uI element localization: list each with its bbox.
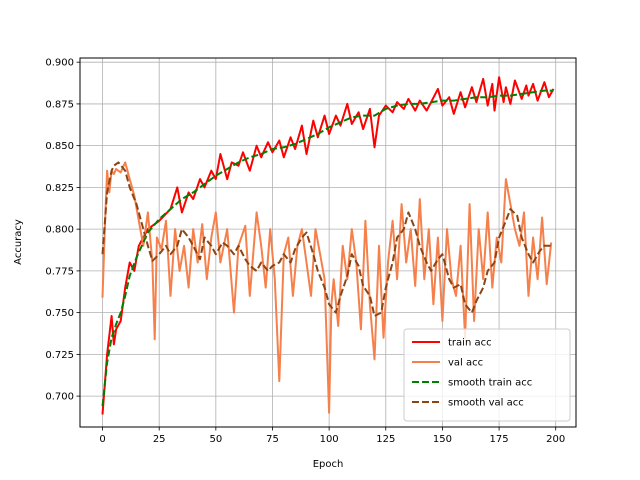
- y-tick-label: 0.875: [45, 99, 74, 110]
- x-tick-label: 50: [209, 434, 222, 445]
- ticks: 0 25 50 75 100 125 150 175 200 0.700 0.725 0.750 0.7…: [45, 58, 565, 445]
- y-tick-label: 0.725: [45, 350, 74, 361]
- x-tick-label: 100: [320, 434, 339, 445]
- y-axis-label: Accuracy: [13, 219, 24, 265]
- x-tick-label: 200: [546, 434, 565, 445]
- y-tick-label: 0.775: [45, 266, 74, 277]
- x-axis-label: Epoch: [313, 459, 344, 470]
- x-tick-label: 25: [153, 434, 166, 445]
- legend-label: train acc: [448, 338, 492, 349]
- series-line-smooth-val-acc: [101, 161, 552, 317]
- legend-label: val acc: [448, 358, 483, 369]
- x-tick-label: 175: [490, 434, 509, 445]
- legend-label: smooth val acc: [448, 398, 524, 409]
- legend: train acc val acc smooth train acc smooth v…: [403, 328, 571, 422]
- x-tick-label: 125: [376, 434, 395, 445]
- y-tick-label: 0.750: [45, 308, 74, 319]
- y-tick-label: 0.825: [45, 183, 74, 194]
- y-tick-label: 0.850: [45, 141, 74, 152]
- series-line-smooth-train-acc: [101, 89, 554, 407]
- x-tick-label: 150: [433, 434, 452, 445]
- legend-label: smooth train acc: [448, 378, 532, 389]
- y-tick-label: 0.700: [45, 392, 74, 403]
- plot-frame: [79, 57, 577, 428]
- x-tick-label: 75: [266, 434, 279, 445]
- y-tick-label: 0.800: [45, 225, 74, 236]
- x-tick-label: 0: [99, 434, 105, 445]
- y-tick-label: 0.900: [45, 58, 74, 69]
- series-line-val-acc: [101, 161, 553, 414]
- series-line-train-acc: [101, 76, 555, 415]
- legend-box: [403, 328, 571, 422]
- series-layer: [101, 76, 555, 415]
